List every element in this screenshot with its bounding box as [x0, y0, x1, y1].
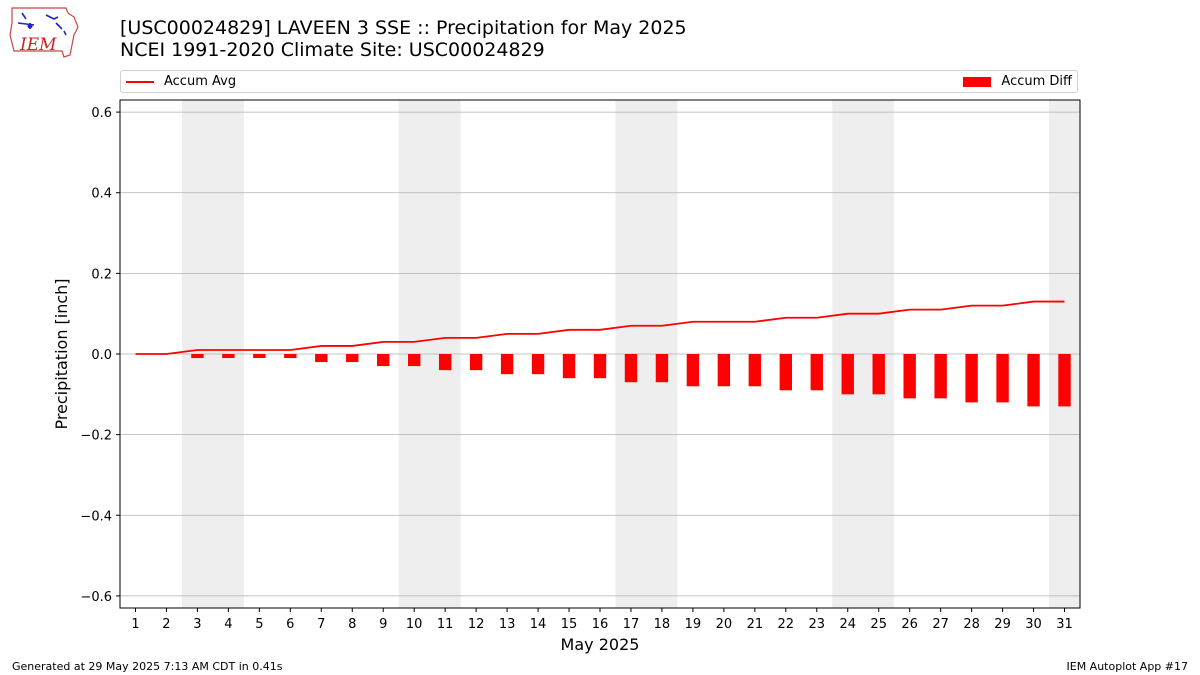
x-tick-label: 18: [654, 617, 671, 632]
y-axis-label: Precipitation [inch]: [52, 278, 71, 429]
diff-bar: [655, 354, 669, 383]
x-tick-label: 17: [623, 617, 640, 632]
diff-bar: [253, 354, 266, 359]
x-tick-label: 1: [131, 617, 139, 632]
diff-bar: [686, 354, 700, 387]
y-tick-label: 0.0: [91, 348, 112, 363]
y-tick-label: −0.6: [80, 590, 112, 605]
diff-bar: [500, 354, 514, 375]
x-tick-label: 6: [286, 617, 294, 632]
accum-avg-line: [135, 300, 1065, 355]
gridlines: [120, 111, 1080, 597]
diff-bar: [531, 354, 545, 375]
x-tick-label: 22: [778, 617, 795, 632]
x-tick-label: 15: [561, 617, 578, 632]
diff-bar: [191, 354, 204, 359]
title-line-2: NCEI 1991-2020 Climate Site: USC00024829: [120, 39, 545, 61]
y-tick-label: −0.2: [80, 429, 112, 444]
x-tick-label: 20: [716, 617, 733, 632]
y-tick-label: 0.4: [91, 187, 112, 202]
legend-item-accum-diff: Accum Diff: [963, 73, 1072, 90]
iem-logo: IEM: [8, 5, 80, 59]
x-tick-label: 3: [193, 617, 201, 632]
diff-bar: [903, 354, 916, 399]
diff-bar: [624, 354, 638, 383]
x-tick-label: 5: [255, 617, 263, 632]
x-tick-label: 4: [224, 617, 232, 632]
diff-bar: [562, 354, 576, 379]
diff-bar: [438, 354, 452, 371]
x-tick-label: 28: [963, 617, 980, 632]
diff-bar: [222, 354, 235, 359]
x-axis-label: May 2025: [561, 635, 640, 654]
y-tick-label: −0.4: [80, 509, 112, 524]
x-tick-label: 26: [901, 617, 918, 632]
x-tick-label: 2: [162, 617, 170, 632]
diff-bar: [377, 354, 390, 367]
footer-app-id: IEM Autoplot App #17: [1066, 660, 1189, 673]
x-tick-label: 27: [932, 617, 949, 632]
diff-bar: [717, 354, 731, 387]
diff-bar: [996, 354, 1009, 403]
diff-bar: [284, 354, 297, 359]
diff-bar: [748, 354, 762, 387]
legend-label-accum-avg: Accum Avg: [164, 74, 237, 89]
diff-bar: [872, 354, 885, 395]
legend-label-accum-diff: Accum Diff: [1001, 74, 1072, 89]
x-tick-label: 21: [747, 617, 764, 632]
legend: Accum Avg Accum Diff: [120, 70, 1078, 93]
chart-title: [USC00024829] LAVEEN 3 SSE :: Precipitat…: [120, 17, 687, 61]
x-tick-label: 19: [685, 617, 702, 632]
diff-bar: [779, 354, 792, 391]
x-tick-label: 30: [1025, 617, 1042, 632]
diff-bar: [593, 354, 607, 379]
x-tick-label: 14: [530, 617, 547, 632]
x-tick-label: 31: [1056, 617, 1073, 632]
x-tick-label: 29: [994, 617, 1011, 632]
diff-bar: [934, 354, 947, 399]
x-tick-label: 10: [406, 617, 423, 632]
diff-bar: [469, 354, 483, 371]
avg-line: [135, 300, 1065, 355]
legend-item-accum-avg: Accum Avg: [126, 73, 236, 90]
diff-bar: [408, 354, 421, 367]
logo-text: IEM: [19, 35, 57, 55]
title-line-1: [USC00024829] LAVEEN 3 SSE :: Precipitat…: [120, 17, 687, 39]
legend-line-swatch: [126, 80, 154, 83]
diff-bar: [315, 354, 328, 363]
y-tick-label: 0.6: [91, 106, 112, 121]
footer-generated: Generated at 29 May 2025 7:13 AM CDT in …: [12, 660, 283, 673]
x-tick-label: 9: [379, 617, 387, 632]
x-tick-label: 8: [348, 617, 356, 632]
diff-bar: [1058, 354, 1071, 407]
x-tick-label: 7: [317, 617, 325, 632]
x-tick-label: 23: [809, 617, 826, 632]
x-tick-label: 13: [499, 617, 516, 632]
accum-diff-bars: [191, 354, 1071, 407]
legend-bar-swatch: [963, 76, 992, 87]
axes: −0.6−0.4−0.20.00.20.40.61 2 3 4 5 6 7 8 9 10 11 12 1…: [80, 106, 1072, 632]
diff-bar: [346, 354, 359, 363]
diff-bar: [965, 354, 978, 403]
diff-bar: [1027, 354, 1040, 407]
x-tick-label: 11: [437, 617, 454, 632]
x-tick-label: 24: [839, 617, 856, 632]
x-tick-label: 16: [592, 617, 609, 632]
y-tick-label: 0.2: [91, 267, 112, 282]
diff-bar: [810, 354, 823, 391]
diff-bar: [841, 354, 854, 395]
x-tick-label: 25: [870, 617, 887, 632]
x-tick-label: 12: [468, 617, 485, 632]
